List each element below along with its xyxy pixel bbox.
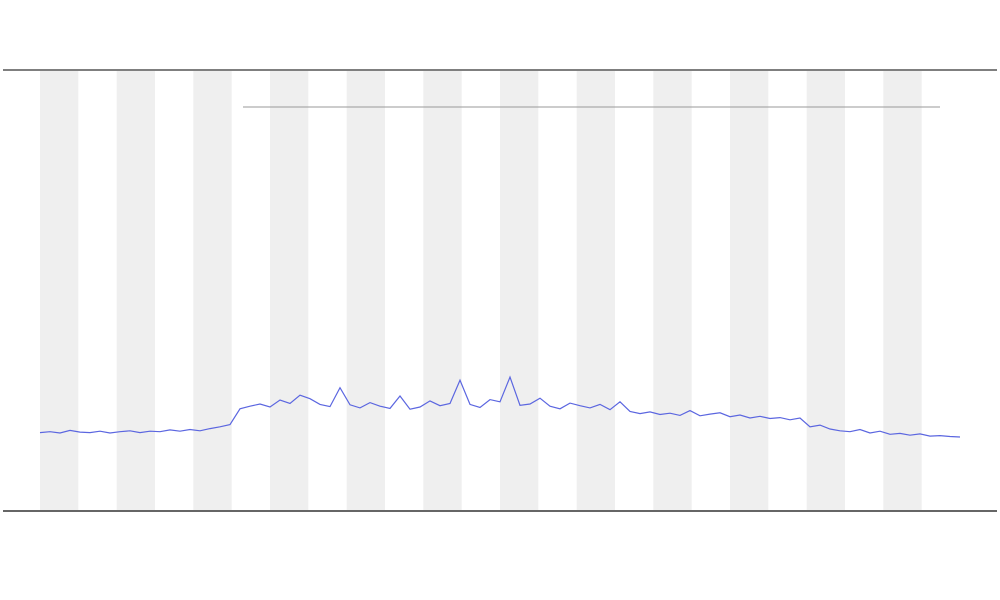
- band: [576, 71, 615, 510]
- band: [270, 71, 309, 510]
- band: [806, 71, 845, 510]
- band: [193, 71, 232, 510]
- band: [653, 71, 692, 510]
- background-bands: [40, 71, 922, 510]
- band: [346, 71, 385, 510]
- series-line: [39, 375, 961, 438]
- plot-area: [39, 375, 961, 438]
- band: [883, 71, 922, 510]
- band: [40, 71, 79, 510]
- band: [500, 71, 539, 510]
- band: [730, 71, 769, 510]
- band: [116, 71, 155, 510]
- band: [423, 71, 462, 510]
